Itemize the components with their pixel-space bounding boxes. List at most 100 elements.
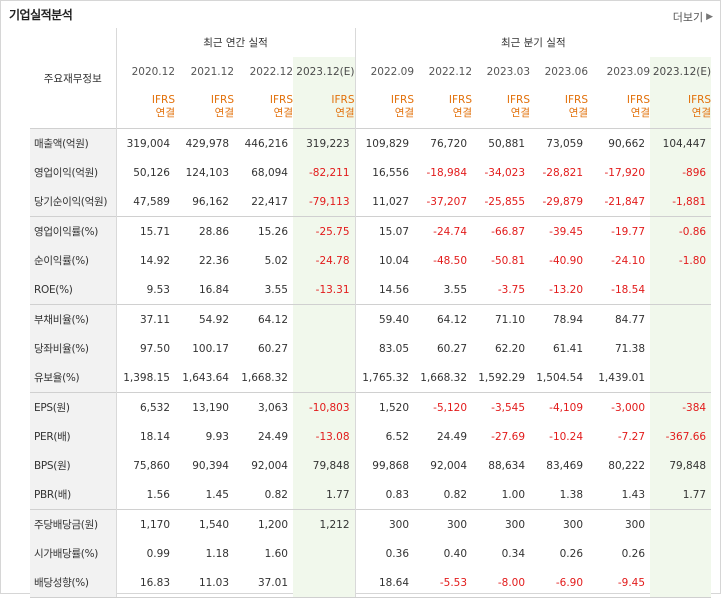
- table-cell: 319,004: [115, 128, 175, 158]
- table-cell: 1,520: [354, 392, 415, 422]
- table-cell: 68,094: [251, 166, 288, 179]
- row-label: 영업이익(억원): [30, 158, 116, 187]
- table-cell: 50,881: [472, 128, 531, 158]
- table-cell: -384: [650, 392, 712, 422]
- table-cell: [293, 334, 356, 363]
- table-cell: 1.77: [650, 480, 712, 510]
- table-row: PER(배) 18.14 9.93 24.49 -13.08 6.52 24.49 -27.6…: [30, 422, 712, 451]
- ifrs-label-line1: IFRS: [151, 94, 175, 106]
- period-row: 2020.12 2021.12 2022.12 2023.12(E) 2022.09 20…: [30, 57, 712, 86]
- table-cell: 15.26: [234, 216, 293, 246]
- table-cell: 83.05: [354, 334, 415, 363]
- ifrs-label-line1: IFRS: [448, 94, 473, 106]
- table-cell: 1.77: [293, 480, 356, 510]
- period-header: 2022.12: [249, 65, 293, 78]
- table-cell: 71.38: [614, 342, 646, 355]
- table-cell: 80,222: [608, 459, 646, 472]
- table-cell: 11.03: [175, 568, 234, 598]
- more-button[interactable]: 더보기 ▶: [673, 9, 713, 25]
- table-cell: 54.92: [175, 304, 234, 334]
- table-cell: 124,103: [185, 166, 229, 179]
- table-cell: 3.55: [443, 283, 468, 296]
- table-cell: [650, 275, 712, 305]
- table-cell: 18.64: [354, 568, 415, 598]
- table-cell: -82,211: [293, 158, 356, 187]
- row-label: EPS(원): [30, 392, 116, 422]
- table-cell: -3.75: [497, 283, 526, 296]
- row-label: 영업이익률(%): [30, 216, 116, 246]
- table-cell: -7.27: [617, 430, 646, 443]
- table-cell: 300: [472, 509, 531, 539]
- table-cell: 1,765.32: [354, 363, 415, 393]
- ifrs-label-line1: IFRS: [687, 94, 712, 106]
- table-cell: 22.36: [198, 254, 229, 267]
- table-cell: -27.69: [491, 430, 526, 443]
- row-label: PBR(배): [30, 480, 116, 510]
- table-cell: -28,821: [542, 166, 584, 179]
- table-cell: 99,868: [354, 451, 415, 480]
- financial-table: 주요재무정보 최근 연간 실적 최근 분기 실적 2020.12 2021.12 2022…: [30, 28, 712, 598]
- table-cell: 1,170: [115, 509, 175, 539]
- ifrs-label-line2: 연결: [155, 107, 175, 119]
- ifrs-label-line1: IFRS: [210, 94, 234, 106]
- row-label: 시가배당률(%): [30, 539, 116, 568]
- table-cell: -19.77: [588, 216, 651, 246]
- ifrs-label-line2: 연결: [452, 107, 473, 119]
- table-cell: -5,120: [414, 392, 473, 422]
- table-cell: -13.31: [293, 275, 356, 305]
- table-cell: 60.27: [436, 342, 468, 355]
- ifrs-label: IFRS 연결: [414, 86, 472, 129]
- table-cell: 1,668.32: [241, 371, 288, 384]
- row-label: 주당배당금(원): [30, 509, 116, 539]
- table-cell: 0.26: [621, 547, 646, 560]
- table-cell: 1,439.01: [598, 371, 646, 384]
- table-cell: 78.94: [530, 304, 589, 334]
- table-cell: 1.45: [205, 488, 229, 501]
- table-row: 당기순이익(억원) 47,589 96,162 22,417 -79,113 11,027…: [30, 187, 712, 217]
- table-cell: 0.36: [354, 539, 415, 568]
- table-cell: 1,540: [175, 509, 234, 539]
- table-cell: 0.82: [443, 488, 468, 501]
- table-cell: -13.08: [293, 422, 356, 451]
- table-row: 매출액(억원) 319,004 429,978 446,216 319,223 109,8…: [30, 128, 712, 158]
- ifrs-label-line2: 연결: [691, 107, 712, 119]
- table-row: 영업이익(억원) 50,126 124,103 68,094 -82,211 16,556…: [30, 158, 712, 187]
- ifrs-label: IFRS 연결: [175, 86, 234, 129]
- table-cell: [293, 363, 356, 393]
- table-cell: 83,469: [546, 459, 584, 472]
- table-cell: 14.56: [354, 275, 415, 305]
- table-cell: 90,394: [192, 459, 229, 472]
- ifrs-row: IFRS 연결 IFRS 연결 IFRS 연결 IFRS 연결 IFRS 연결 IFRS 연결 IFRS…: [30, 86, 712, 129]
- label-column-header: 주요재무정보: [30, 28, 116, 129]
- table-cell: 16.84: [198, 283, 229, 296]
- table-cell: 24.49: [257, 430, 288, 443]
- period-header: 2022.12: [428, 65, 473, 78]
- period-header: 2023.12(E): [650, 57, 712, 86]
- table-cell: -66.87: [472, 216, 531, 246]
- table-cell: -3,000: [588, 392, 651, 422]
- table-cell: -5.53: [414, 568, 473, 598]
- ifrs-label: IFRS 연결: [234, 86, 293, 129]
- table-cell: 62.20: [494, 342, 526, 355]
- table-cell: 37.11: [115, 304, 175, 334]
- table-cell: 37.01: [234, 568, 293, 598]
- ifrs-label: IFRS 연결: [115, 86, 175, 129]
- row-label: 배당성향(%): [30, 568, 116, 598]
- table-cell: 1,398.15: [115, 363, 175, 393]
- table-cell: 79,848: [293, 451, 356, 480]
- table-cell: 0.26: [559, 547, 584, 560]
- ifrs-label-line1: IFRS: [626, 94, 651, 106]
- period-header: 2023.03: [486, 65, 531, 78]
- table-cell: 1.38: [559, 488, 584, 501]
- table-row: 부채비율(%) 37.11 54.92 64.12 59.40 64.12 71.10 78.…: [30, 304, 712, 334]
- table-cell: -24.74: [414, 216, 473, 246]
- ifrs-label-line2: 연결: [510, 107, 531, 119]
- ifrs-label-line1: IFRS: [506, 94, 531, 106]
- table-cell: -29,879: [542, 195, 584, 208]
- table-row: ROE(%) 9.53 16.84 3.55 -13.31 14.56 3.55 -3.75 -…: [30, 275, 712, 305]
- table-cell: -24.78: [293, 246, 356, 275]
- table-cell: 28.86: [175, 216, 234, 246]
- table-cell: 0.83: [354, 480, 415, 510]
- period-header: 2023.12(E): [293, 57, 356, 86]
- table-cell: 15.07: [354, 216, 415, 246]
